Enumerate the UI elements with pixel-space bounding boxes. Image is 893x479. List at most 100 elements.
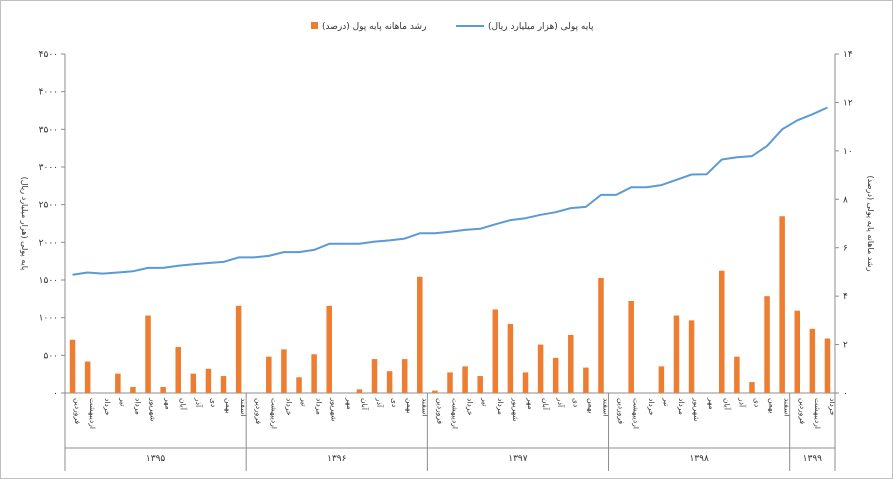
right-tick-label: ۶	[843, 244, 848, 254]
month-label: دی	[390, 398, 399, 407]
growth-bar	[447, 372, 453, 393]
growth-bar	[522, 372, 529, 393]
month-label: اردیبهشت	[88, 398, 97, 429]
month-label: شهریور	[692, 397, 701, 421]
growth-bar	[673, 315, 680, 393]
month-label: مرداد	[677, 398, 686, 415]
growth-bar	[583, 367, 589, 393]
month-label: آبان	[360, 398, 370, 411]
year-label: ۱۳۹۷	[508, 454, 528, 464]
growth-bar	[432, 390, 438, 393]
year-label: ۱۳۹۵	[146, 454, 166, 464]
month-label: شهریور	[149, 397, 158, 421]
growth-bar	[824, 338, 831, 393]
growth-bar	[794, 310, 801, 393]
month-label: دی	[571, 398, 580, 407]
right-tick-label: ۱۴	[843, 50, 853, 60]
month-label: خرداد	[828, 398, 837, 416]
month-label: اردیبهشت	[269, 398, 278, 429]
right-tick-label: ۲	[843, 341, 848, 351]
growth-bar	[628, 300, 634, 393]
growth-bar	[809, 328, 816, 393]
month-label: تیر	[662, 397, 671, 407]
growth-bar	[84, 361, 91, 393]
month-label: آذر	[737, 397, 747, 408]
legend-bar-swatch	[311, 22, 318, 29]
growth-bar	[417, 276, 423, 393]
month-label: مرداد	[315, 398, 324, 415]
growth-bar	[130, 386, 136, 393]
month-label: آبان	[722, 398, 732, 411]
month-label: بهمن	[586, 398, 595, 414]
month-label: اردیبهشت	[632, 398, 641, 429]
month-label: آذر	[556, 397, 566, 408]
month-label: فروردین	[73, 398, 82, 425]
growth-bar	[507, 323, 514, 393]
left-tick-label: ۳۰۰۰	[39, 163, 58, 173]
right-tick-label: ۱۰	[843, 147, 853, 157]
growth-bar	[69, 339, 76, 393]
month-label: اردیبهشت	[451, 398, 460, 429]
monetary-base-line	[72, 106, 828, 276]
month-label: مهر	[526, 397, 535, 410]
growth-bar	[296, 377, 302, 393]
month-label: بهمن	[405, 398, 414, 414]
bars	[69, 216, 831, 393]
growth-bar	[734, 356, 740, 393]
month-label: مهر	[164, 397, 173, 410]
month-label: دی	[209, 398, 218, 407]
month-label: خرداد	[103, 398, 112, 416]
left-tick-label: ۴۵۰۰	[39, 50, 58, 60]
left-tick-label: ۰	[53, 389, 58, 399]
growth-bar	[658, 366, 665, 393]
year-label: ۱۳۹۸	[689, 454, 709, 464]
growth-bar	[477, 376, 483, 393]
growth-bar	[281, 349, 287, 393]
month-label: اردیبهشت	[813, 398, 822, 429]
month-label: بهمن	[768, 398, 777, 414]
legend-bar-label: رشد ماهانه پایه پول (درصد)	[322, 22, 426, 32]
month-label: آذر	[375, 397, 385, 408]
month-label: فروردین	[254, 398, 263, 425]
growth-bar	[401, 359, 408, 393]
month-label: شهریور	[330, 397, 339, 421]
growth-bar	[371, 359, 378, 393]
growth-bar	[688, 320, 695, 393]
growth-bar	[235, 305, 242, 393]
right-tick-label: ۱۲	[843, 98, 853, 108]
month-label: مرداد	[133, 398, 142, 415]
left-tick-label: ۵۰۰	[43, 351, 58, 361]
growth-bar	[220, 376, 227, 393]
month-label: فروردین	[617, 398, 626, 425]
category-labels: فروردین اردیبهشت خرداد تیر مرداد شهریور مهر آبا…	[64, 393, 837, 471]
growth-bar	[779, 216, 785, 393]
growth-bar	[326, 305, 332, 393]
month-label: خرداد	[466, 398, 475, 416]
year-label: ۱۳۹۶	[327, 454, 347, 464]
month-label: اسفند	[420, 398, 429, 416]
growth-bar	[145, 315, 151, 393]
right-axis-title: رشد ماهانه پایه پولی (درصد)	[866, 175, 875, 271]
growth-bar	[190, 373, 197, 393]
left-tick-label: ۱۵۰۰	[39, 276, 58, 286]
month-label: خرداد	[284, 398, 293, 416]
right-tick-label: ۰	[843, 389, 848, 399]
growth-bar	[115, 373, 121, 393]
growth-bar	[205, 368, 212, 393]
left-tick-label: ۲۵۰۰	[39, 201, 58, 211]
right-tick-label: ۴	[843, 292, 848, 302]
month-label: تیر	[481, 397, 490, 407]
growth-bar	[568, 334, 574, 393]
growth-bar	[175, 346, 181, 393]
month-label: اسفند	[239, 398, 248, 416]
month-label: تیر	[300, 397, 309, 407]
month-label: آبان	[179, 398, 189, 411]
month-label: اسفند	[783, 398, 792, 416]
month-label: مرداد	[496, 398, 505, 415]
left-tick-label: ۴۰۰۰	[39, 88, 58, 98]
month-label: بهمن	[224, 398, 233, 414]
growth-bar	[462, 366, 468, 393]
year-label: ۱۳۹۹	[803, 454, 823, 464]
month-label: شهریور	[511, 397, 520, 421]
growth-bar	[492, 309, 499, 393]
